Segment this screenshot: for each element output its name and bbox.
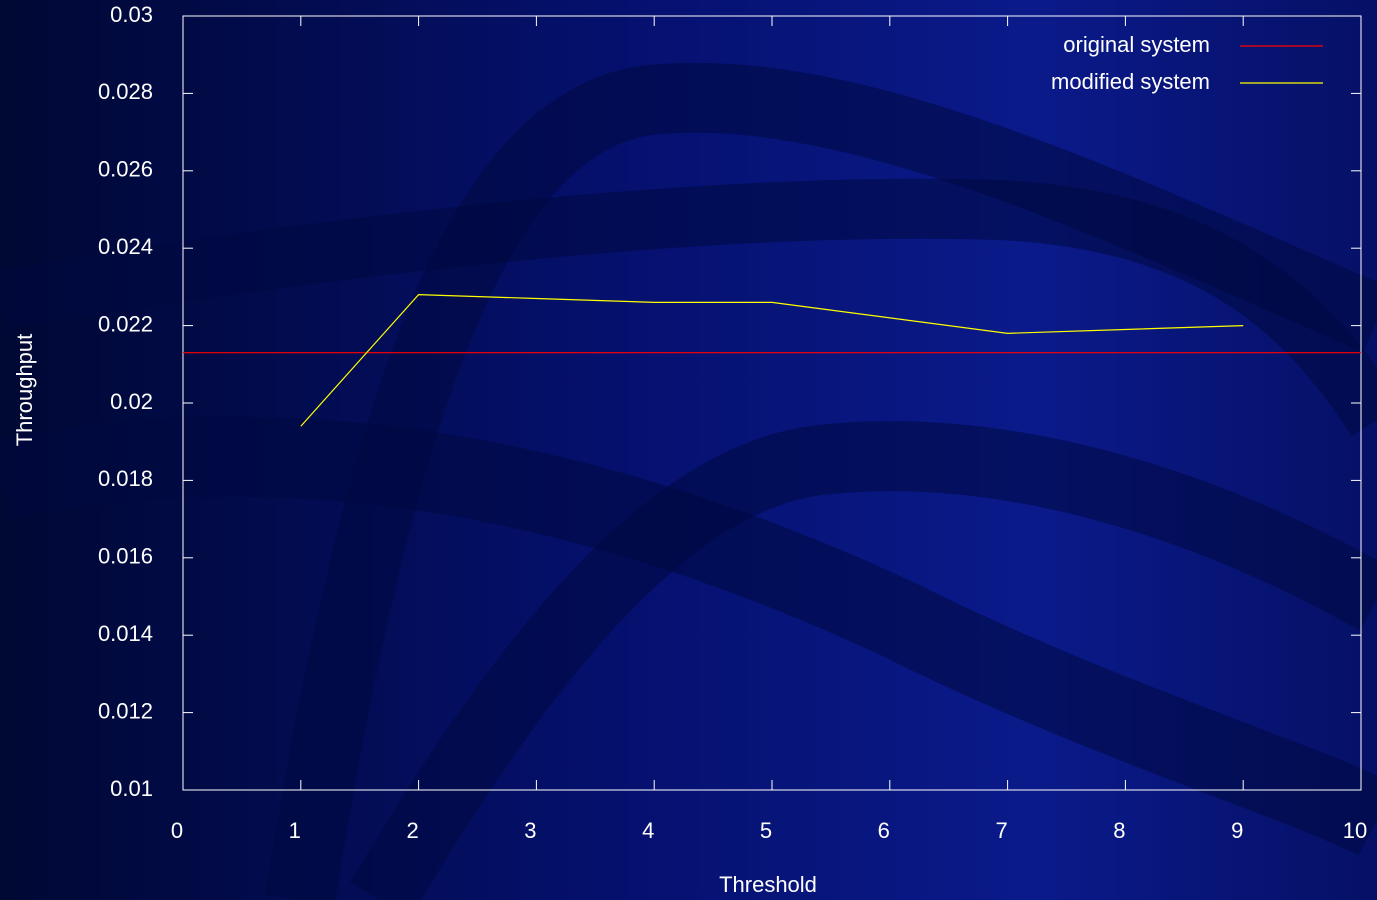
y-tick-label: 0.014 [98, 621, 153, 646]
y-tick-label: 0.028 [98, 79, 153, 104]
legend-label: original system [1063, 32, 1210, 57]
chart: Threshold Throughput 0.01 0.012 0.014 0.016… [0, 0, 1377, 900]
y-tick-label: 0.022 [98, 311, 153, 336]
y-tick-label: 0.026 [98, 157, 153, 182]
y-tick-label: 0.012 [98, 698, 153, 723]
x-tick-label: 3 [524, 818, 536, 843]
x-axis-label: Threshold [719, 872, 817, 897]
x-tick-label: 1 [289, 818, 301, 843]
x-tick-label: 2 [406, 818, 418, 843]
x-tick-label: 6 [878, 818, 890, 843]
page: {"chart_data": {"type": "line", "xlabel"… [0, 0, 1377, 900]
x-tick-label: 9 [1231, 818, 1243, 843]
x-tick-label: 4 [642, 818, 654, 843]
y-tick-label: 0.024 [98, 234, 153, 259]
x-tick-label: 5 [760, 818, 772, 843]
y-tick-label: 0.02 [110, 389, 153, 414]
y-tick-label: 0.01 [110, 776, 153, 801]
y-axis-label: Throughput [12, 334, 37, 447]
x-tick-label: 8 [1113, 818, 1125, 843]
x-tick-label: 7 [995, 818, 1007, 843]
x-tick-label: 10 [1343, 818, 1367, 843]
y-tick-label: 0.018 [98, 466, 153, 491]
y-tick-label: 0.016 [98, 544, 153, 569]
y-tick-label: 0.03 [110, 2, 153, 27]
legend-label: modified system [1051, 69, 1210, 94]
x-tick-label: 0 [171, 818, 183, 843]
